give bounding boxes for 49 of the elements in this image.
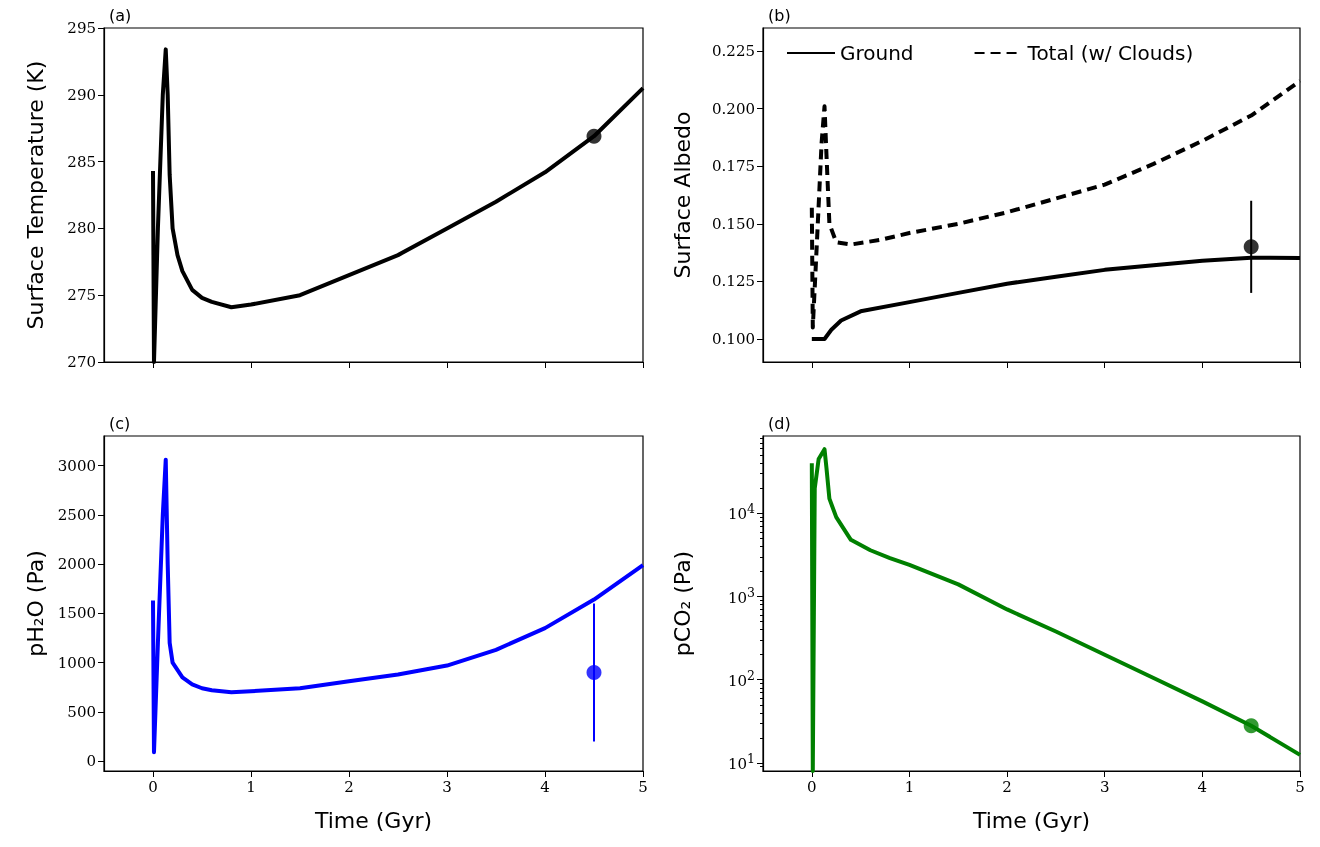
x-axis-title: Time (Gyr)	[971, 807, 1091, 833]
y-tick-label: 2500	[57, 505, 96, 524]
legend-label: Total (w/ Clouds)	[1026, 41, 1194, 65]
y-tick-label: 0.125	[712, 272, 755, 291]
y-tick-label: 10$^{3}$	[727, 583, 755, 607]
y-tick-label: 0.175	[712, 157, 755, 176]
x-tick-label: 0	[148, 777, 158, 796]
y-tick-label: 270	[67, 353, 96, 371]
line-series	[151, 457, 645, 755]
x-tick-label: 3	[442, 777, 452, 796]
x-tick-label: 5	[1295, 777, 1305, 796]
y-tick-label: 500	[67, 702, 96, 721]
chart-title: (c)	[109, 413, 131, 433]
x-tick-label: 2	[1002, 777, 1012, 796]
y-tick-label: 1500	[57, 604, 96, 623]
y-tick-label: 275	[67, 286, 96, 305]
y-tick-label: 1000	[57, 653, 96, 672]
chart-title: (b)	[768, 5, 791, 25]
y-tick-label: 2000	[57, 555, 96, 574]
line-series	[809, 447, 1302, 773]
y-tick-label: 10$^{2}$	[727, 667, 755, 691]
x-axis-title: Time (Gyr)	[313, 807, 433, 833]
y-axis-title: Surface Temperature (K)	[22, 60, 48, 330]
x-tick-label: 0	[807, 777, 817, 796]
x-tick-label: 1	[904, 777, 915, 796]
y-axis-title: pH₂O (Pa)	[22, 550, 48, 657]
chart-title: (d)	[768, 413, 791, 433]
legend-label: Ground	[840, 41, 914, 65]
x-tick-label: 5	[638, 777, 648, 796]
y-tick-label: 0.225	[712, 42, 755, 61]
y-tick-label: 0.200	[712, 99, 755, 118]
chart-title: (a)	[109, 5, 132, 25]
x-tick-label: 3	[1099, 777, 1110, 796]
y-axis-title: Surface Albedo	[669, 111, 695, 279]
y-tick-label: 0.100	[712, 329, 755, 348]
y-tick-label: 280	[67, 219, 96, 238]
y-tick-label: 290	[67, 85, 96, 104]
y-tick-label: 0	[86, 752, 96, 771]
y-axis-title: pCO₂ (Pa)	[669, 550, 695, 657]
y-tick-label: 3000	[57, 456, 96, 475]
y-tick-label: 10$^{1}$	[727, 750, 755, 774]
y-tick-label: 10$^{4}$	[727, 500, 755, 524]
x-tick-label: 4	[540, 777, 550, 796]
x-tick-label: 4	[1197, 777, 1208, 796]
y-tick-label: 285	[67, 152, 96, 171]
y-tick-label: 295	[67, 19, 96, 37]
x-tick-label: 2	[344, 777, 354, 796]
x-tick-label: 1	[246, 777, 256, 796]
y-tick-label: 0.150	[712, 214, 755, 233]
